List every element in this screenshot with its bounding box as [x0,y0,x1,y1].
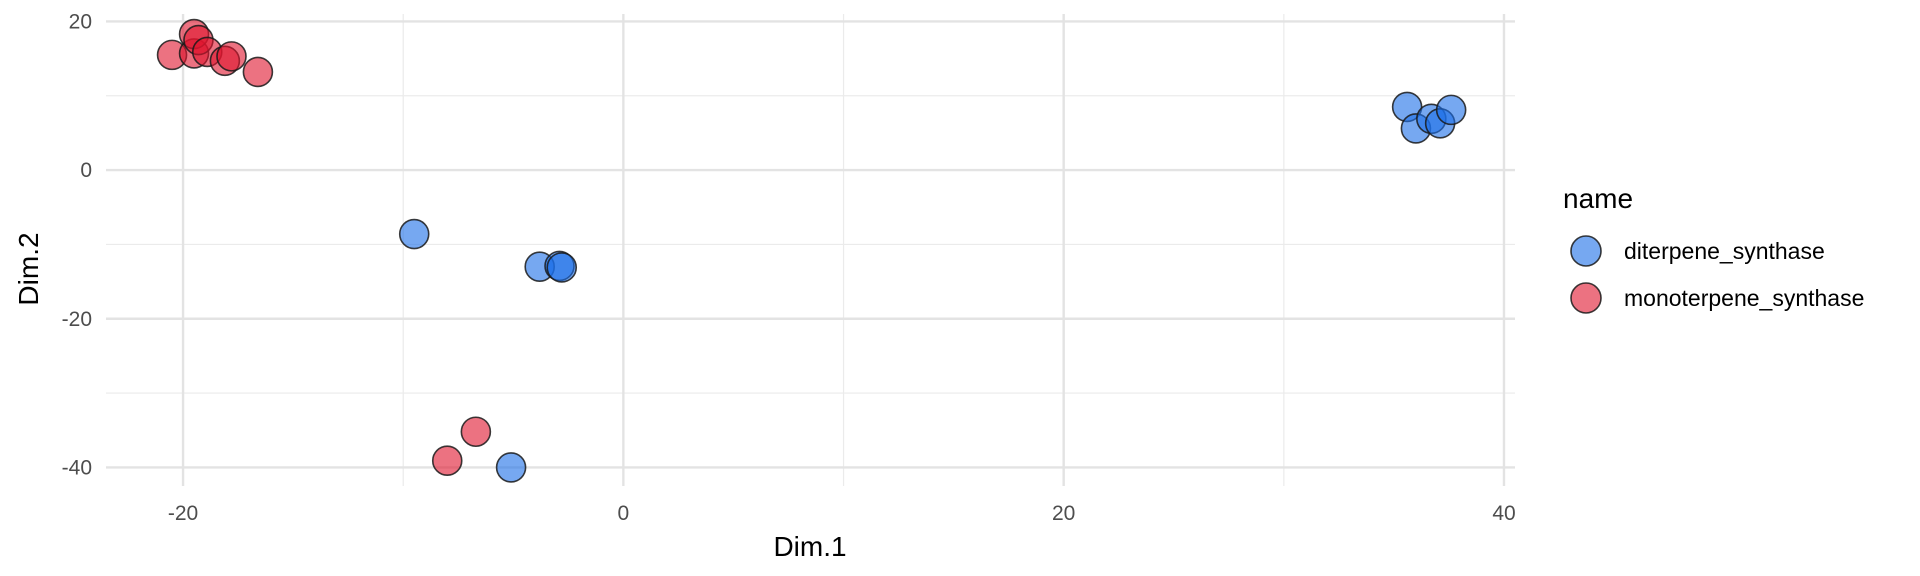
legend-key-diterpene-synthase [1570,235,1602,267]
y-tick-label: -20 [62,308,92,331]
legend-label-monoterpene-synthase: monoterpene_synthase [1624,285,1864,311]
y-tick-label: 0 [80,159,92,182]
y-axis-title: Dim.2 [13,232,44,305]
data-points [156,18,1467,483]
legend: name diterpene_synthase monoterpene_synt… [1563,183,1864,314]
x-tick-label: -20 [168,502,198,525]
point-monoterpene-synthase [216,41,247,72]
y-tick-label: -40 [62,456,92,479]
x-tick-label: 0 [618,502,630,525]
legend-label-diterpene-synthase: diterpene_synthase [1624,238,1825,264]
point-diterpene-synthase [1435,94,1467,126]
y-tick-label: 20 [69,10,92,33]
legend-title: name [1563,183,1633,214]
minor-gridlines [106,14,1515,486]
point-diterpene-synthase [546,252,578,283]
point-diterpene-synthase [398,218,430,250]
point-diterpene-synthase [495,452,527,483]
y-axis-tick-labels: 20 0 -20 -40 [62,10,92,479]
point-monoterpene-synthase [460,416,492,448]
point-monoterpene-synthase [431,445,463,477]
legend-key-monoterpene-synthase [1570,282,1602,314]
x-tick-label: 20 [1052,502,1075,525]
x-axis-title: Dim.1 [773,531,846,562]
point-monoterpene-synthase [242,56,274,88]
x-axis-tick-labels: -20 0 20 40 [168,502,1516,525]
major-gridlines [106,14,1515,486]
x-tick-label: 40 [1492,502,1515,525]
